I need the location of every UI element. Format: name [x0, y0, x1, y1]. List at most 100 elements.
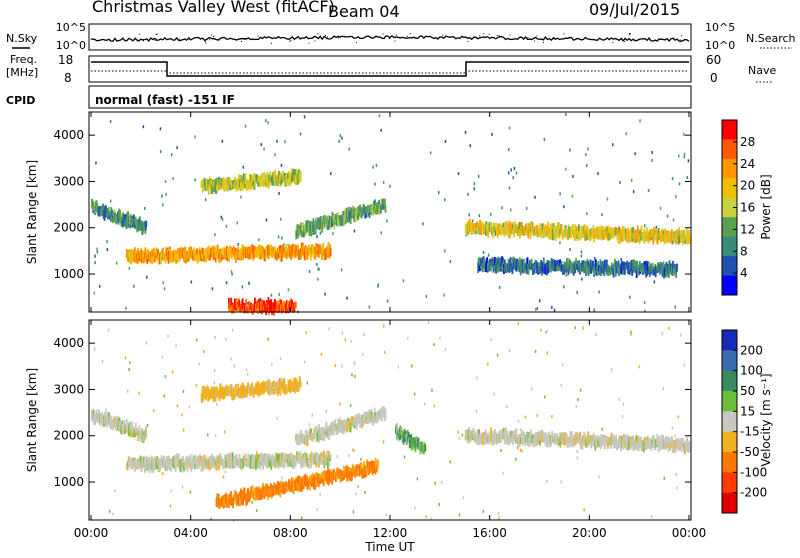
band-cell	[289, 176, 292, 185]
x-tick-label: 00:00	[672, 526, 707, 540]
scatter-cell	[546, 351, 549, 355]
band-cell	[421, 441, 424, 446]
band-cell	[604, 437, 607, 448]
colorbar-tick-label: 16	[740, 201, 755, 215]
band-cell	[139, 455, 142, 466]
band-cell	[110, 415, 112, 422]
scatter-cell	[280, 163, 283, 167]
band-cell	[642, 441, 645, 453]
band-cell	[183, 461, 186, 466]
band-cell	[545, 433, 548, 438]
scatter-cell	[476, 376, 478, 380]
band-cell	[279, 452, 282, 462]
band-cell	[240, 490, 243, 496]
band-cell	[613, 435, 616, 445]
band-cell	[237, 497, 240, 507]
scatter-cell	[563, 285, 565, 289]
band-cell	[368, 409, 371, 419]
scatter-cell	[353, 360, 356, 364]
band-cell	[529, 261, 532, 269]
band-cell	[173, 464, 175, 469]
band-cell	[539, 440, 541, 446]
scatter-cell	[663, 476, 665, 480]
band-cell	[203, 178, 206, 187]
band-cell	[579, 431, 582, 442]
band-cell	[587, 431, 589, 443]
scatter-cell	[582, 326, 584, 330]
scatter-cell	[210, 517, 212, 521]
velocity-ylabel: Slant Range [km]	[25, 368, 39, 472]
band-cell	[630, 259, 633, 272]
scatter-cell	[560, 383, 562, 387]
band-cell	[574, 267, 576, 274]
scatter-cell	[128, 266, 131, 270]
band-cell	[289, 246, 292, 254]
scatter-cell	[163, 394, 165, 398]
band-cell	[313, 473, 316, 482]
colorbar-swatch	[722, 411, 737, 433]
band-cell	[310, 225, 313, 237]
band-cell	[339, 417, 342, 428]
band-cell	[318, 457, 321, 465]
scatter-cell	[430, 151, 432, 155]
x-tick-label: 20:00	[572, 526, 607, 540]
band-cell	[130, 429, 133, 438]
band-cell	[104, 411, 106, 422]
band-cell	[275, 484, 278, 492]
scatter-cell	[225, 224, 228, 228]
band-cell	[656, 234, 659, 245]
band-cell	[255, 490, 258, 495]
scatter-cell	[263, 147, 265, 151]
band-cell	[556, 433, 559, 443]
band-cell	[536, 432, 539, 440]
band-cell	[594, 439, 597, 451]
band-cell	[231, 452, 234, 463]
scatter-cell	[683, 155, 686, 159]
band-cell	[288, 171, 291, 180]
scatter-cell	[190, 280, 193, 284]
scatter-cell	[662, 387, 664, 391]
band-cell	[481, 257, 484, 267]
scatter-cell	[581, 277, 583, 281]
band-cell	[636, 436, 639, 444]
band-cell	[631, 234, 634, 242]
band-cell	[208, 388, 211, 395]
scatter-cell	[316, 262, 318, 266]
band-cell	[262, 461, 265, 466]
scatter-cell	[540, 328, 542, 332]
scatter-cell	[422, 222, 424, 226]
scatter-cell	[224, 470, 227, 474]
nsearch-dot	[314, 40, 316, 42]
band-cell	[261, 299, 263, 310]
band-cell	[293, 480, 296, 486]
band-cell	[109, 419, 112, 430]
band-cell	[302, 242, 304, 254]
band-cell	[306, 475, 308, 485]
power-ylabel: Slant Range [km]	[25, 160, 39, 264]
band-cell	[253, 462, 256, 468]
nsearch-dot	[483, 33, 485, 35]
band-cell	[543, 232, 546, 238]
band-cell	[232, 497, 235, 509]
scatter-cell	[469, 144, 471, 148]
band-cell	[541, 223, 544, 233]
scatter-cell	[500, 449, 502, 452]
scatter-cell	[473, 182, 476, 186]
band-cell	[623, 234, 626, 239]
scatter-cell	[242, 165, 245, 169]
band-cell	[662, 261, 665, 269]
scatter-cell	[214, 233, 216, 237]
scatter-cell	[397, 365, 400, 369]
scatter-cell	[161, 194, 163, 198]
colorbar-swatch	[722, 431, 737, 453]
colorbar-tick-label: 50	[740, 384, 755, 398]
band-cell	[120, 217, 123, 227]
band-cell	[341, 420, 343, 427]
scatter-cell	[517, 419, 520, 423]
scatter-cell	[402, 279, 405, 283]
band-cell	[344, 426, 347, 431]
band-cell	[196, 253, 199, 264]
scatter-cell	[461, 433, 464, 437]
